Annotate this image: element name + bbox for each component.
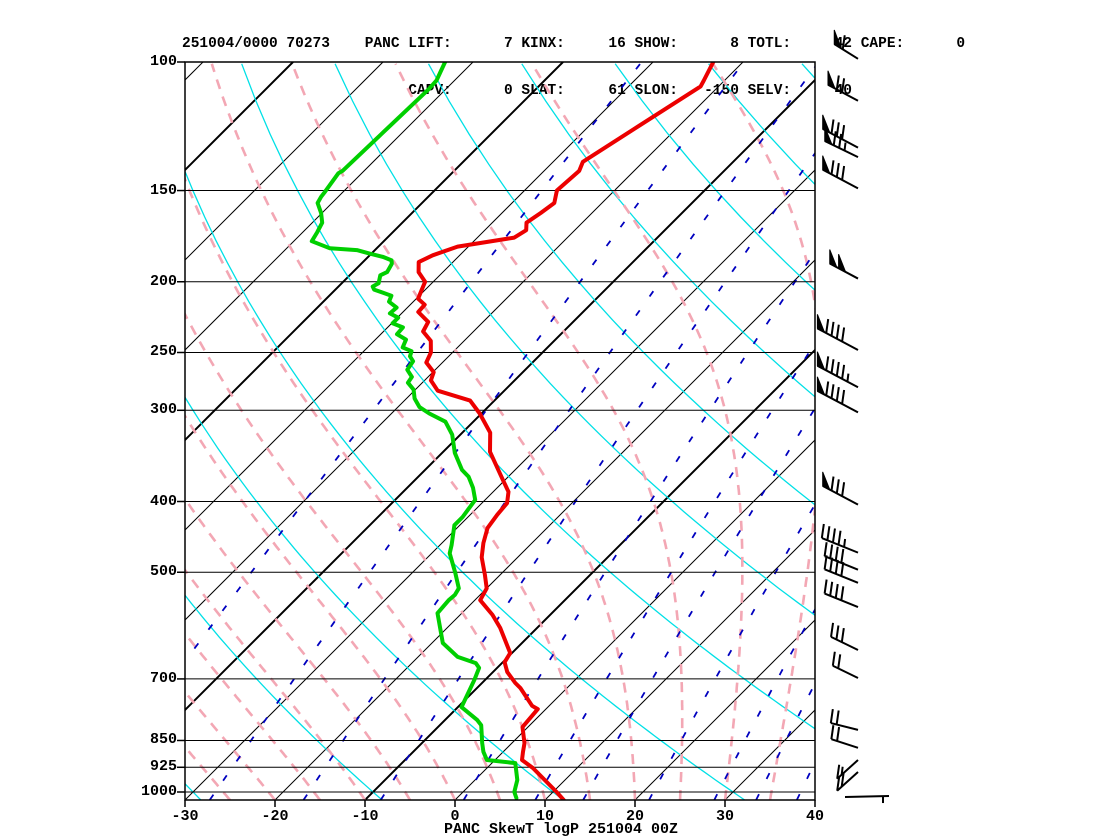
wind-barbs [816,29,890,804]
wind-barb [822,155,859,190]
wind-barb [816,314,859,351]
pressure-label-850: 850 [149,731,177,749]
temp-label--30: -30 [171,808,199,825]
wind-barb [820,523,859,554]
temp-label-10: 10 [535,808,555,825]
pressure-label-200: 200 [149,272,177,290]
wind-barb [836,771,859,792]
wind-barb [830,725,859,749]
wind-barb [822,471,859,506]
pressure-label-925: 925 [149,758,177,776]
wind-barb [823,579,859,608]
wind-barb [844,795,890,804]
temperature-trace [416,62,716,800]
mixing-ratio-lines [185,63,815,800]
pressure-label-1000: 1000 [140,783,177,800]
temp-label-20: 20 [625,808,645,825]
dry-adiabats [185,63,815,800]
wind-barb [824,126,859,159]
pressure-label-300: 300 [149,401,177,419]
grid-isotherms [185,62,815,800]
wind-barb [823,542,859,571]
temp-label--20: -20 [261,808,289,825]
temp-label--10: -10 [351,808,379,825]
wind-barb [816,376,859,414]
plot-frame [184,61,816,801]
temp-label-40: 40 [805,808,825,825]
dewpoint-trace [309,62,520,800]
wind-barb [831,651,859,679]
wind-barb [816,351,859,389]
wind-barb [827,70,859,102]
wind-barb [823,555,859,584]
header-line-1: 251004/0000 70273 PANC LIFT: 7 KINX: 16 … [182,36,966,52]
pressure-label-400: 400 [149,492,177,510]
wind-barb [833,29,859,60]
temp-label-0: 0 [450,808,460,825]
pressure-label-250: 250 [149,343,177,361]
grid-pressure-lines [185,61,815,793]
wind-barb [836,759,859,780]
pressure-label-500: 500 [149,563,177,581]
chart-title: PANC SkewT logP 251004 00Z [444,821,679,838]
moist-adiabats [185,63,815,800]
wind-barb [830,622,859,651]
pressure-label-700: 700 [149,669,177,687]
wind-barb [829,708,859,731]
temp-label-30: 30 [715,808,735,825]
pressure-label-100: 100 [149,53,177,70]
axis-ticks [177,61,816,807]
wind-barb [829,249,859,280]
pressure-label-150: 150 [149,181,177,199]
